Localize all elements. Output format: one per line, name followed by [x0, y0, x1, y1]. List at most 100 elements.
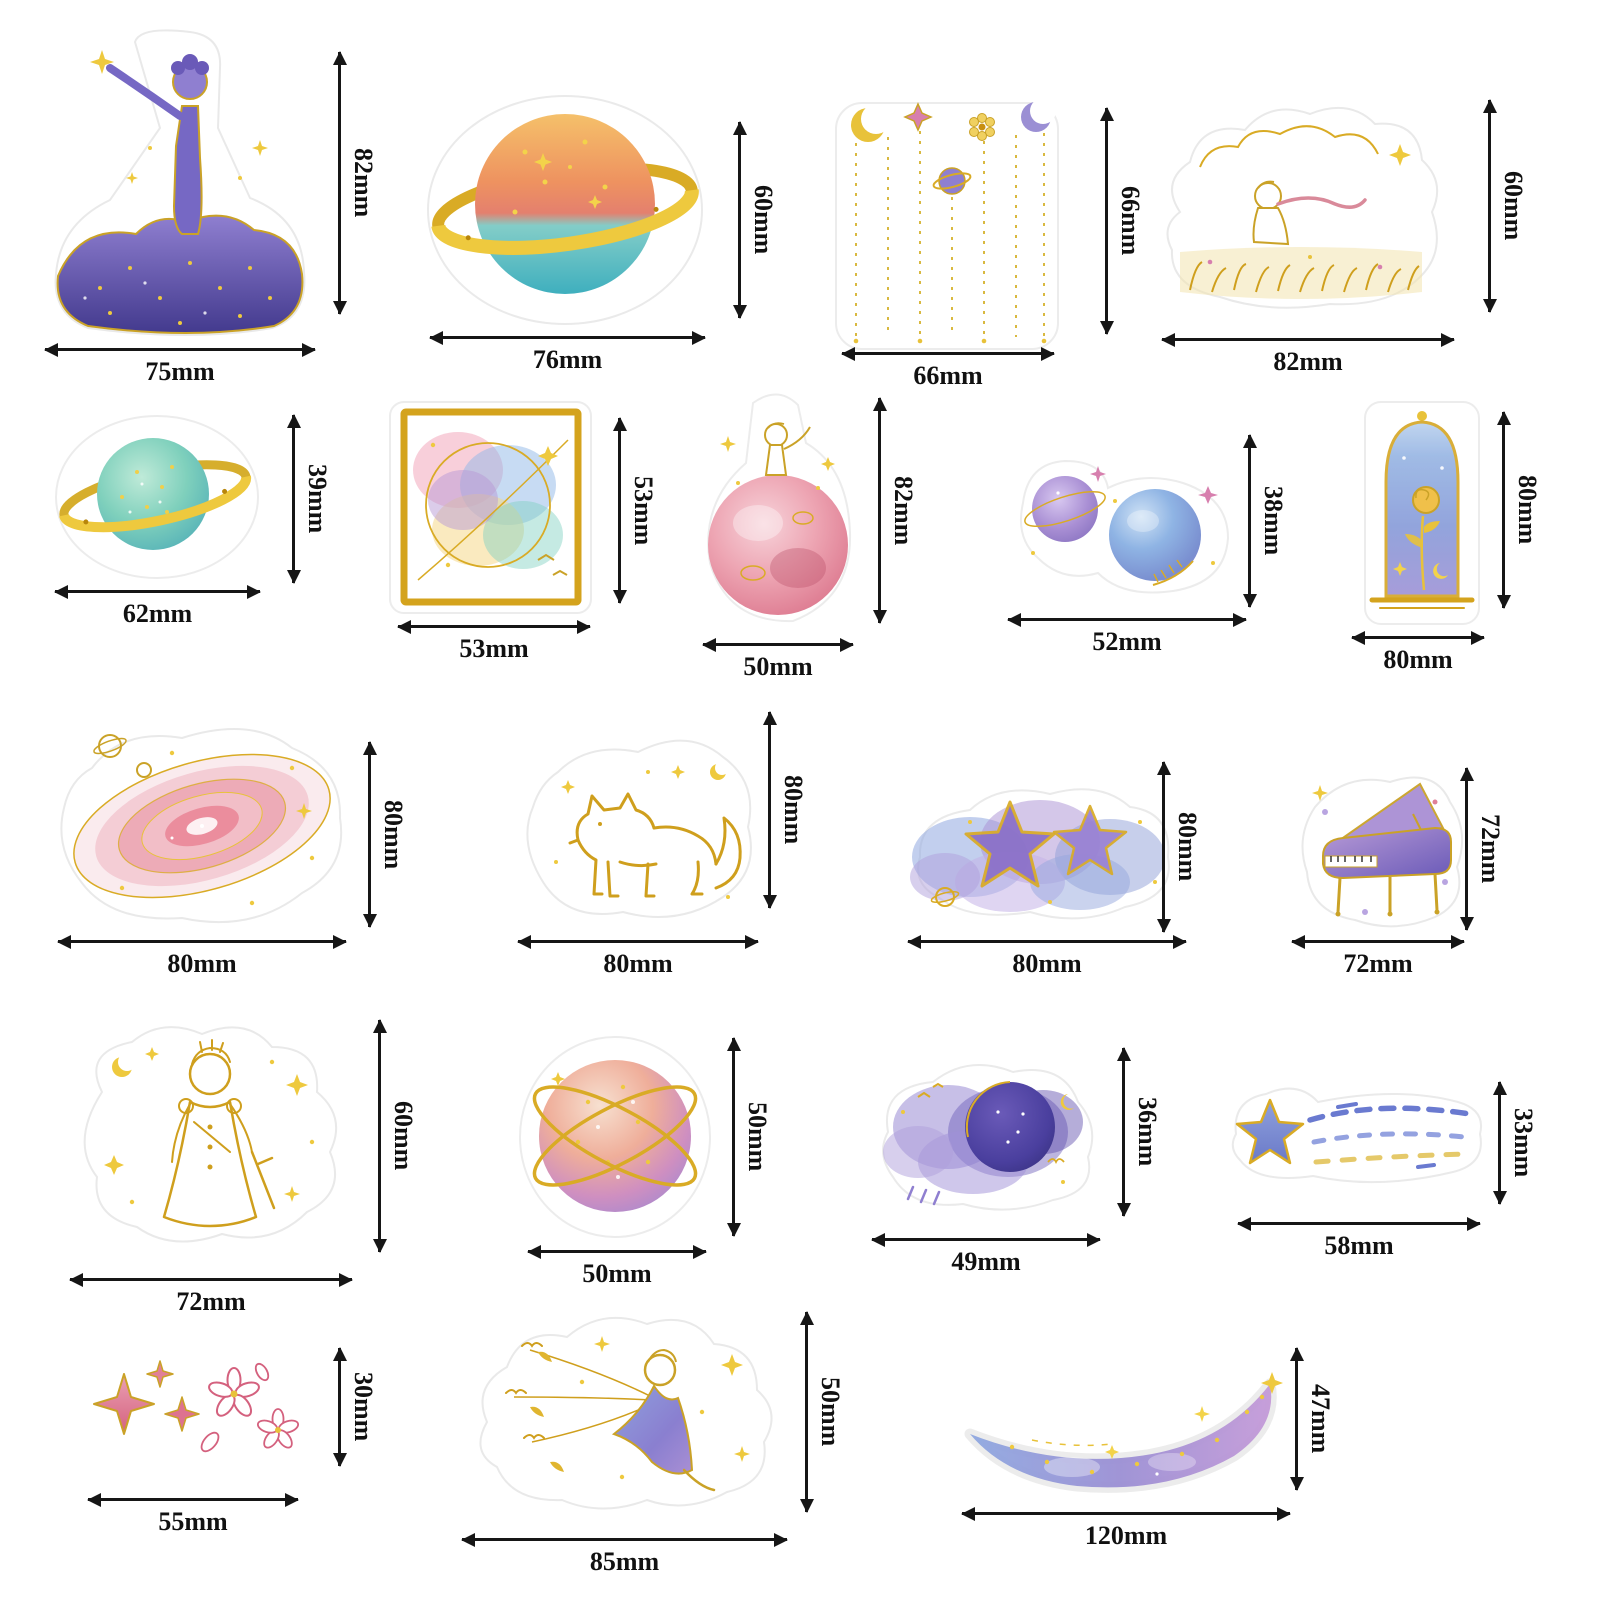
- dim-width-5: 62mm: [55, 590, 260, 629]
- dim-height-20: 47mm: [1295, 1348, 1335, 1490]
- sticker-gold-fox-outline: [508, 712, 763, 942]
- dim-width-19: 85mm: [462, 1538, 787, 1577]
- dim-height-6: 53mm: [618, 418, 658, 603]
- dim-width-7: 50mm: [703, 643, 853, 682]
- dim-height-9: 80mm: [1502, 412, 1542, 608]
- double-ring-planet-art: [519, 1036, 711, 1238]
- dim-height-14: 60mm: [378, 1020, 418, 1252]
- dim-width-16: 49mm: [872, 1238, 1100, 1277]
- height-label: 50mm: [816, 1377, 845, 1447]
- sticker-gold-frame-watercolor: [388, 400, 593, 620]
- height-label: 80mm: [1173, 812, 1202, 882]
- dim-width-20: 120mm: [962, 1512, 1290, 1551]
- height-label: 53mm: [629, 475, 658, 546]
- width-label: 58mm: [1324, 1231, 1394, 1260]
- height-label: 82mm: [889, 475, 918, 546]
- sticker-comet-swoosh: [952, 1342, 1292, 1507]
- width-label: 72mm: [1343, 949, 1413, 978]
- height-label: 72mm: [1476, 814, 1505, 884]
- width-label: 52mm: [1092, 627, 1162, 656]
- height-label: 80mm: [379, 799, 408, 870]
- width-arrow: [88, 1498, 298, 1501]
- dim-height-13: 72mm: [1465, 768, 1505, 930]
- height-label: 47mm: [1306, 1384, 1335, 1454]
- width-arrow: [430, 336, 705, 339]
- grand-piano-art: [1301, 776, 1464, 928]
- gold-fox-art: [526, 739, 752, 918]
- width-arrow: [1008, 618, 1246, 621]
- height-label: 60mm: [749, 185, 778, 255]
- height-arrow: [878, 398, 881, 623]
- dim-height-16: 36mm: [1122, 1048, 1162, 1216]
- width-label: 80mm: [1383, 645, 1453, 674]
- height-arrow: [292, 415, 295, 583]
- width-label: 53mm: [459, 634, 529, 663]
- sticker-prince-on-pink-planet: [698, 383, 858, 638]
- width-arrow: [842, 352, 1054, 355]
- height-label: 60mm: [389, 1101, 418, 1171]
- dim-height-19: 50mm: [805, 1312, 845, 1512]
- height-arrow: [1162, 762, 1165, 932]
- dim-height-7: 82mm: [878, 398, 918, 623]
- dim-height-5: 39mm: [292, 415, 332, 583]
- dim-height-1: 82mm: [338, 52, 378, 314]
- height-label: 80mm: [1513, 475, 1542, 545]
- dim-width-2: 76mm: [430, 336, 705, 375]
- width-arrow: [518, 940, 758, 943]
- dim-width-4: 82mm: [1162, 338, 1454, 377]
- height-arrow: [732, 1038, 735, 1236]
- nebula-planet-art: [882, 1063, 1094, 1211]
- width-label: 50mm: [743, 652, 813, 681]
- star-cloud-art: [910, 788, 1170, 920]
- dim-height-8: 38mm: [1248, 435, 1288, 607]
- comet-swoosh-art: [964, 1372, 1283, 1493]
- ringed-planet-art: [427, 95, 703, 325]
- sticker-flying-prince-with-birds: [452, 1302, 792, 1527]
- sparkles-petals-art: [93, 1360, 300, 1453]
- dim-height-15: 50mm: [732, 1038, 772, 1236]
- dim-width-14: 72mm: [70, 1278, 352, 1317]
- height-arrow: [738, 122, 741, 318]
- dim-width-17: 58mm: [1238, 1222, 1480, 1261]
- width-arrow: [55, 590, 260, 593]
- height-arrow: [1295, 1348, 1298, 1490]
- sticker-pink-sparkles-and-petals: [82, 1342, 307, 1482]
- dim-height-18: 30mm: [338, 1348, 378, 1466]
- gold-frame-art: [389, 401, 592, 614]
- dim-height-3: 66mm: [1105, 108, 1145, 334]
- dim-height-2: 60mm: [738, 122, 778, 318]
- dim-width-18: 55mm: [88, 1498, 298, 1537]
- height-arrow: [368, 742, 371, 927]
- little-prince-standing-art: [54, 29, 306, 336]
- dim-width-8: 52mm: [1008, 618, 1246, 657]
- sticker-ringed-watercolor-planet: [425, 92, 705, 337]
- width-label: 85mm: [589, 1547, 660, 1576]
- width-label: 75mm: [145, 357, 215, 386]
- dim-height-10: 80mm: [368, 742, 408, 927]
- sticker-rose-in-glass-dome: [1362, 398, 1482, 633]
- width-arrow: [908, 940, 1186, 943]
- sticker-purple-nebula-planet: [858, 1042, 1103, 1237]
- height-label: 38mm: [1259, 486, 1288, 556]
- width-arrow: [1352, 636, 1484, 639]
- height-arrow: [1122, 1048, 1125, 1216]
- height-arrow: [1105, 108, 1108, 334]
- dim-width-13: 72mm: [1292, 940, 1464, 979]
- height-label: 80mm: [779, 775, 808, 845]
- width-label: 62mm: [122, 599, 193, 628]
- width-label: 66mm: [913, 361, 983, 390]
- width-arrow: [1292, 940, 1464, 943]
- width-arrow: [70, 1278, 352, 1281]
- width-label: 82mm: [1273, 347, 1343, 376]
- sticker-shooting-star-trail: [1218, 1072, 1488, 1217]
- height-label: 50mm: [743, 1102, 772, 1172]
- width-label: 55mm: [158, 1507, 228, 1536]
- dim-width-9: 80mm: [1352, 636, 1484, 675]
- height-arrow: [1465, 768, 1468, 930]
- width-arrow: [703, 643, 853, 646]
- sticker-pink-spiral-galaxy: [52, 708, 347, 943]
- height-arrow: [1502, 412, 1505, 608]
- sticker-double-ring-planet: [518, 1032, 713, 1247]
- height-label: 66mm: [1116, 186, 1145, 256]
